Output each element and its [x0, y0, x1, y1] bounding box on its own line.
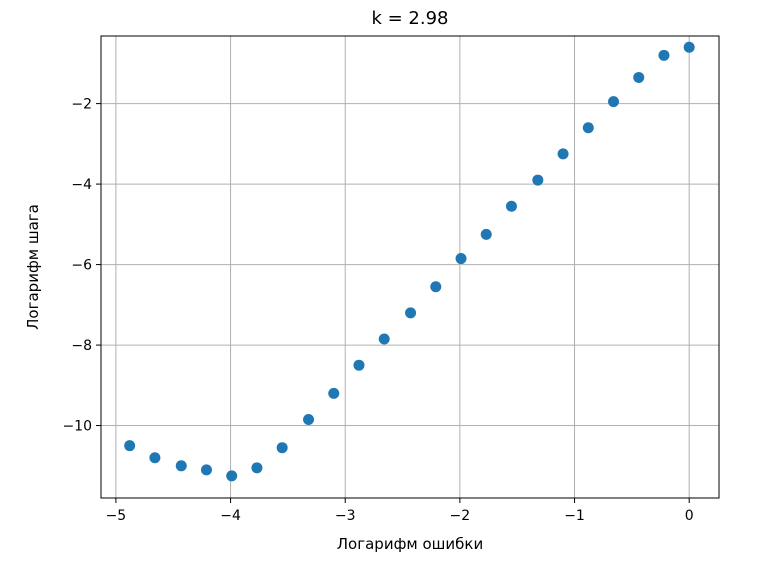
data-point	[505, 200, 517, 212]
data-point	[353, 359, 365, 371]
x-tick-label: −2	[450, 508, 471, 524]
data-point	[200, 464, 212, 476]
data-point	[124, 440, 136, 452]
data-point	[328, 387, 340, 399]
tick-labels: −5 −4 −3 −2 −1 0−10−8−6−4−2	[62, 97, 693, 524]
y-tick-label: −10	[62, 419, 92, 435]
plot-area-frame	[100, 35, 720, 499]
data-point	[378, 333, 390, 345]
x-tick-label: −1	[564, 508, 585, 524]
grid-lines	[101, 36, 719, 498]
x-tick-label: −3	[335, 508, 356, 524]
data-point	[405, 307, 417, 319]
chart-title: k = 2.98	[371, 8, 448, 29]
y-tick-label: −4	[71, 177, 92, 193]
data-point	[226, 470, 238, 482]
x-tick-label: −5	[106, 508, 127, 524]
data-points	[124, 41, 695, 482]
data-point	[430, 281, 442, 293]
y-tick-label: −8	[71, 338, 92, 354]
y-tick-label: −6	[71, 258, 92, 274]
data-point	[608, 96, 620, 108]
x-tick-label: −4	[220, 508, 241, 524]
data-point	[532, 174, 544, 186]
data-point	[633, 71, 645, 83]
data-point	[455, 253, 467, 265]
data-point	[149, 452, 161, 464]
data-point	[303, 414, 315, 426]
data-point	[276, 442, 288, 454]
data-point	[480, 228, 492, 240]
y-axis-label: Логарифм шага	[24, 204, 42, 330]
data-point	[658, 49, 670, 61]
data-point	[582, 122, 594, 134]
data-point	[557, 148, 569, 160]
data-point	[251, 462, 263, 474]
x-axis-label: Логарифм ошибки	[337, 535, 483, 553]
axis-ticks	[96, 103, 690, 503]
data-point	[175, 460, 187, 472]
x-tick-label: 0	[685, 508, 694, 524]
data-point	[683, 41, 695, 53]
y-tick-label: −2	[71, 97, 92, 113]
